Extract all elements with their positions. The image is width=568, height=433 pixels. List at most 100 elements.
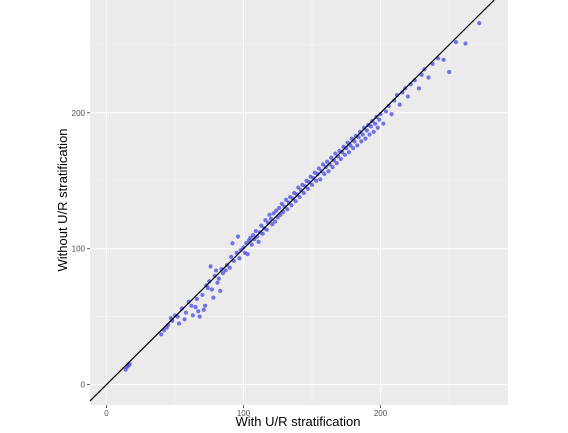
- data-point: [274, 208, 279, 213]
- x-tick-label: 100: [237, 409, 251, 418]
- data-point: [197, 314, 202, 319]
- y-tick-label: 0: [81, 381, 86, 390]
- data-points: [123, 21, 482, 372]
- data-point: [325, 159, 330, 164]
- data-point: [360, 132, 365, 137]
- data-point: [250, 233, 256, 238]
- data-point: [176, 321, 182, 326]
- data-point: [277, 205, 282, 211]
- data-point: [271, 211, 276, 216]
- data-point: [477, 21, 482, 26]
- data-point: [342, 152, 348, 158]
- data-point: [377, 117, 382, 122]
- data-point: [215, 280, 220, 285]
- data-point: [196, 309, 201, 314]
- data-point: [270, 222, 275, 227]
- data-point: [248, 235, 253, 240]
- identity-reference-line: [89, 0, 495, 402]
- data-point: [355, 143, 360, 148]
- data-point: [194, 296, 199, 302]
- major-gridlines: [90, 0, 508, 405]
- data-point: [182, 317, 187, 322]
- data-point: [426, 75, 431, 80]
- data-point: [405, 94, 411, 99]
- data-point: [190, 313, 195, 318]
- data-point: [193, 305, 198, 310]
- data-point: [397, 102, 402, 107]
- data-point: [351, 146, 356, 151]
- data-point: [260, 231, 265, 236]
- data-point: [301, 190, 306, 196]
- data-point: [338, 156, 343, 162]
- data-point: [368, 124, 374, 129]
- data-point: [285, 207, 290, 212]
- data-point: [330, 165, 335, 170]
- data-point: [230, 241, 235, 246]
- data-point: [372, 121, 378, 126]
- data-point: [227, 265, 232, 270]
- y-tick-label: 200: [72, 109, 86, 118]
- data-point: [253, 228, 258, 234]
- data-point: [416, 86, 422, 91]
- data-point: [264, 227, 269, 232]
- data-point: [314, 178, 319, 183]
- data-point: [316, 166, 321, 171]
- y-axis-title: Without U/R stratification: [55, 128, 70, 271]
- data-point: [159, 332, 164, 337]
- data-point: [305, 186, 311, 192]
- data-point: [279, 201, 284, 206]
- data-point: [205, 286, 210, 291]
- plot-panel: [90, 0, 508, 405]
- data-point: [220, 271, 226, 276]
- x-tick-label: 0: [104, 409, 109, 418]
- data-point: [289, 203, 294, 208]
- data-point: [216, 276, 221, 281]
- data-point: [333, 151, 338, 156]
- data-point: [213, 268, 219, 273]
- data-point: [346, 150, 352, 155]
- data-point: [389, 112, 394, 117]
- x-tick-label: 200: [374, 409, 388, 418]
- data-point: [229, 254, 234, 259]
- data-point: [367, 132, 372, 137]
- data-point: [383, 109, 389, 114]
- data-point: [209, 287, 215, 292]
- data-point: [363, 136, 368, 141]
- data-point: [371, 129, 376, 134]
- data-point: [463, 41, 468, 46]
- data-point: [245, 252, 250, 257]
- data-point: [441, 57, 446, 62]
- data-point: [309, 182, 315, 187]
- data-point: [329, 155, 334, 160]
- data-point: [223, 268, 228, 273]
- data-point: [334, 160, 339, 166]
- data-point: [267, 212, 272, 217]
- data-point: [218, 288, 223, 293]
- data-point: [201, 307, 206, 312]
- data-point: [203, 303, 208, 308]
- y-tick-label: 100: [72, 245, 86, 254]
- x-axis-title: With U/R stratification: [236, 414, 361, 429]
- data-point: [183, 310, 189, 315]
- data-point: [235, 234, 241, 239]
- data-point: [263, 218, 268, 223]
- data-point: [259, 223, 264, 228]
- data-point: [293, 199, 298, 204]
- data-point: [326, 169, 331, 174]
- data-point: [237, 256, 242, 261]
- data-point: [189, 303, 194, 308]
- data-point: [296, 185, 301, 190]
- data-point: [297, 194, 302, 200]
- data-point: [256, 239, 261, 245]
- data-point: [320, 162, 326, 167]
- data-point: [359, 139, 364, 144]
- data-point: [200, 292, 205, 298]
- data-point: [208, 264, 213, 269]
- data-point: [211, 295, 216, 300]
- data-point: [381, 121, 386, 126]
- data-point: [453, 40, 459, 45]
- data-point: [446, 69, 452, 75]
- minor-gridlines: [90, 0, 508, 405]
- data-point: [249, 242, 254, 247]
